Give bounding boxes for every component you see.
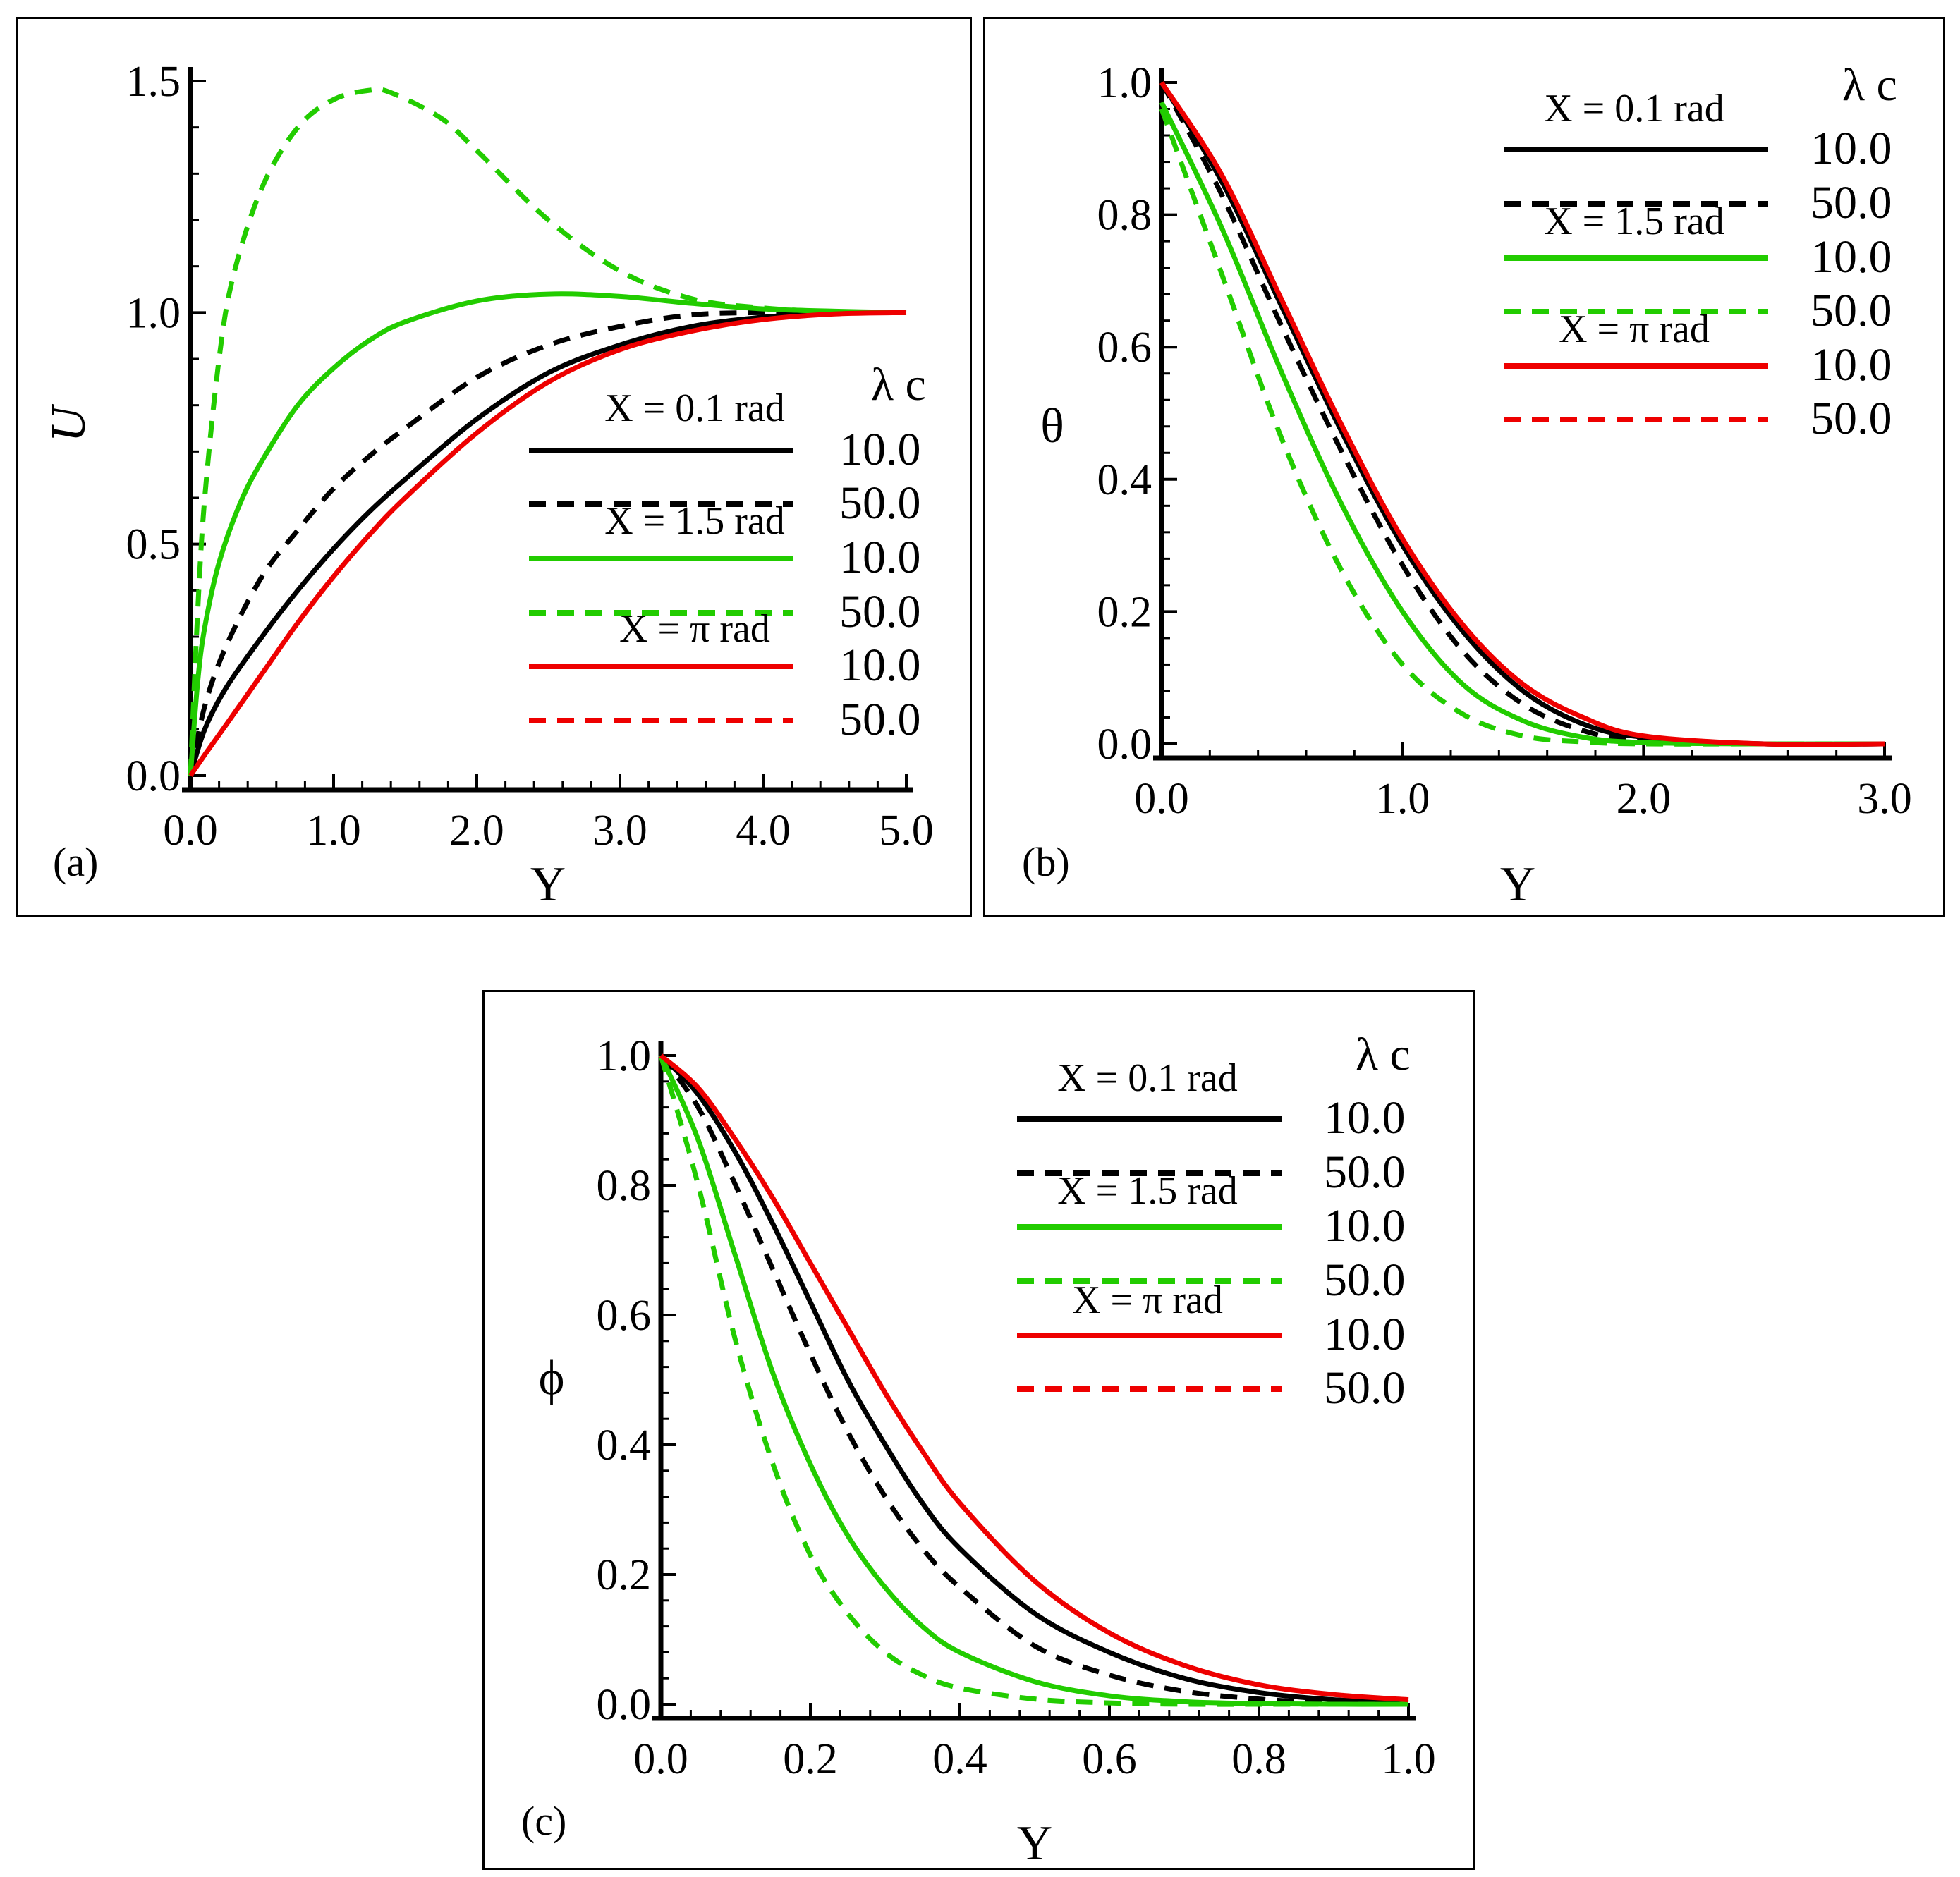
y-tick-label: 1.5 bbox=[126, 58, 181, 106]
chart-c-svg: 0.0 0.2 0.4 0.6 0.8 1.0 0.0 0.2 0.4 0.6 0.8 1.0 Yϕ (c… bbox=[521, 1029, 1436, 1871]
legend-group-label: X = 0.1 rad bbox=[1544, 87, 1724, 130]
legend-value: 50.0 bbox=[1324, 1147, 1406, 1198]
plot-area: 0.0 1.0 2.0 3.0 4.0 5.0 0.0 0.5 1.0 1.5 Y U (a) bbox=[42, 58, 934, 912]
legend-group-label: X = 1.5 rad bbox=[604, 499, 785, 543]
legend-value: 50.0 bbox=[1810, 285, 1892, 336]
series-line-4 bbox=[1159, 108, 1885, 747]
legend-value: 10.0 bbox=[839, 640, 921, 691]
series-line-3 bbox=[188, 291, 907, 776]
y-tick-label: 0.8 bbox=[597, 1162, 652, 1210]
x-tick-label: 1.0 bbox=[1381, 1735, 1436, 1783]
legend-value: 10.0 bbox=[1324, 1092, 1406, 1144]
y-tick-label: 0.5 bbox=[126, 521, 181, 569]
legend-value: 50.0 bbox=[839, 477, 921, 529]
series-line-5 bbox=[1159, 81, 1885, 747]
series-line-5 bbox=[188, 310, 907, 777]
y-axis-label: θ bbox=[1040, 399, 1064, 453]
y-tick-label: 0.8 bbox=[1097, 192, 1152, 240]
legend-value: 10.0 bbox=[1324, 1309, 1406, 1360]
y-tick-label: 0.0 bbox=[126, 752, 181, 800]
legend-value: 10.0 bbox=[839, 424, 921, 475]
plot-area: 0.0 0.2 0.4 0.6 0.8 1.0 0.0 0.2 0.4 0.6 0.8 1.0 Yϕ (c… bbox=[521, 1032, 1436, 1871]
legend-group-label: X = π rad bbox=[1559, 307, 1710, 351]
panel-label: (c) bbox=[521, 1798, 566, 1844]
legend-value: 50.0 bbox=[1810, 177, 1892, 228]
legend-group-label: X = 1.5 rad bbox=[1544, 200, 1724, 243]
legend-group-label: X = π rad bbox=[1072, 1278, 1223, 1322]
x-tick-label: 0.0 bbox=[1134, 775, 1189, 823]
series-line-1 bbox=[659, 1053, 1409, 1705]
series-line-2 bbox=[659, 1053, 1409, 1707]
legend-value: 10.0 bbox=[1324, 1200, 1406, 1252]
plot-area: 0.0 1.0 2.0 3.0 0.0 0.2 0.4 0.6 0.8 1.0 Yθ (b) bbox=[1022, 59, 1912, 912]
series-line-3 bbox=[658, 1054, 1409, 1707]
x-tick-label: 0.6 bbox=[1082, 1735, 1137, 1783]
legend-value: 50.0 bbox=[839, 586, 921, 637]
panel-label: (a) bbox=[53, 839, 98, 885]
chart-panel-a: 0.0 1.0 2.0 3.0 4.0 5.0 0.0 0.5 1.0 1.5 Y U (a) λ c X … bbox=[16, 17, 972, 917]
y-tick-label: 0.4 bbox=[1097, 456, 1152, 504]
x-tick-label: 0.4 bbox=[932, 1735, 987, 1783]
legend-value: 50.0 bbox=[1810, 393, 1892, 444]
x-tick-label: 0.0 bbox=[163, 807, 218, 855]
y-tick-label: 0.6 bbox=[597, 1292, 652, 1340]
legend-value: 10.0 bbox=[839, 532, 921, 583]
legend-value: 10.0 bbox=[1810, 123, 1892, 174]
legend-value: 50.0 bbox=[1324, 1254, 1406, 1306]
legend-group-label: X = 0.1 rad bbox=[1057, 1056, 1238, 1100]
chart-b-svg: 0.0 1.0 2.0 3.0 0.0 0.2 0.4 0.6 0.8 1.0 Yθ (b) λ c X … bbox=[1022, 59, 1912, 912]
x-tick-label: 4.0 bbox=[736, 807, 791, 855]
x-tick-label: 0.8 bbox=[1231, 1735, 1286, 1783]
x-tick-label: 3.0 bbox=[592, 807, 647, 855]
series-line-4 bbox=[188, 87, 907, 776]
series-line-5 bbox=[659, 1053, 1409, 1703]
x-axis-label: Y bbox=[530, 857, 566, 912]
x-tick-label: 0.2 bbox=[783, 1735, 838, 1783]
panel-label: (b) bbox=[1022, 839, 1070, 885]
y-tick-label: 0.0 bbox=[1097, 721, 1152, 769]
y-tick-label: 0.6 bbox=[1097, 324, 1152, 372]
y-axis-label: ϕ bbox=[539, 1351, 565, 1405]
y-tick-label: 1.0 bbox=[126, 289, 181, 337]
y-tick-label: 0.4 bbox=[597, 1421, 652, 1469]
x-tick-label: 1.0 bbox=[306, 807, 361, 855]
x-axis-label: Y bbox=[1500, 857, 1536, 912]
y-tick-label: 1.0 bbox=[597, 1032, 652, 1080]
legend-value: 10.0 bbox=[1810, 339, 1892, 391]
series-line-3 bbox=[1159, 101, 1885, 747]
legend-title: λ c bbox=[1356, 1029, 1411, 1080]
series-line-2 bbox=[1159, 81, 1885, 747]
x-tick-label: 2.0 bbox=[1617, 775, 1672, 823]
y-tick-label: 1.0 bbox=[1097, 59, 1152, 107]
y-tick-label: 0.2 bbox=[1097, 588, 1152, 636]
legend-group-label: X = 0.1 rad bbox=[604, 386, 785, 430]
chart-a-svg: 0.0 1.0 2.0 3.0 4.0 5.0 0.0 0.5 1.0 1.5 Y U (a) λ c X … bbox=[42, 58, 934, 912]
legend-title: λ c bbox=[871, 359, 926, 410]
x-tick-label: 0.0 bbox=[633, 1735, 688, 1783]
legend-group-label: X = π rad bbox=[619, 607, 770, 651]
y-axis-label: U bbox=[42, 403, 96, 442]
legend-value: 50.0 bbox=[1324, 1362, 1406, 1414]
x-tick-label: 5.0 bbox=[879, 807, 934, 855]
legend-title: λ c bbox=[1842, 59, 1897, 111]
y-tick-label: 0.2 bbox=[597, 1551, 652, 1599]
x-tick-label: 2.0 bbox=[449, 807, 504, 855]
x-axis-label: Y bbox=[1017, 1816, 1053, 1871]
legend-value: 10.0 bbox=[1810, 231, 1892, 283]
y-tick-label: 0.0 bbox=[597, 1681, 652, 1729]
x-tick-label: 1.0 bbox=[1375, 775, 1430, 823]
x-tick-label: 3.0 bbox=[1857, 775, 1912, 823]
series-line-2 bbox=[188, 310, 906, 776]
series-line-1 bbox=[188, 310, 907, 777]
legend-value: 50.0 bbox=[839, 694, 921, 745]
legend-group-label: X = 1.5 rad bbox=[1057, 1169, 1238, 1213]
series-line-4 bbox=[658, 1055, 1408, 1707]
